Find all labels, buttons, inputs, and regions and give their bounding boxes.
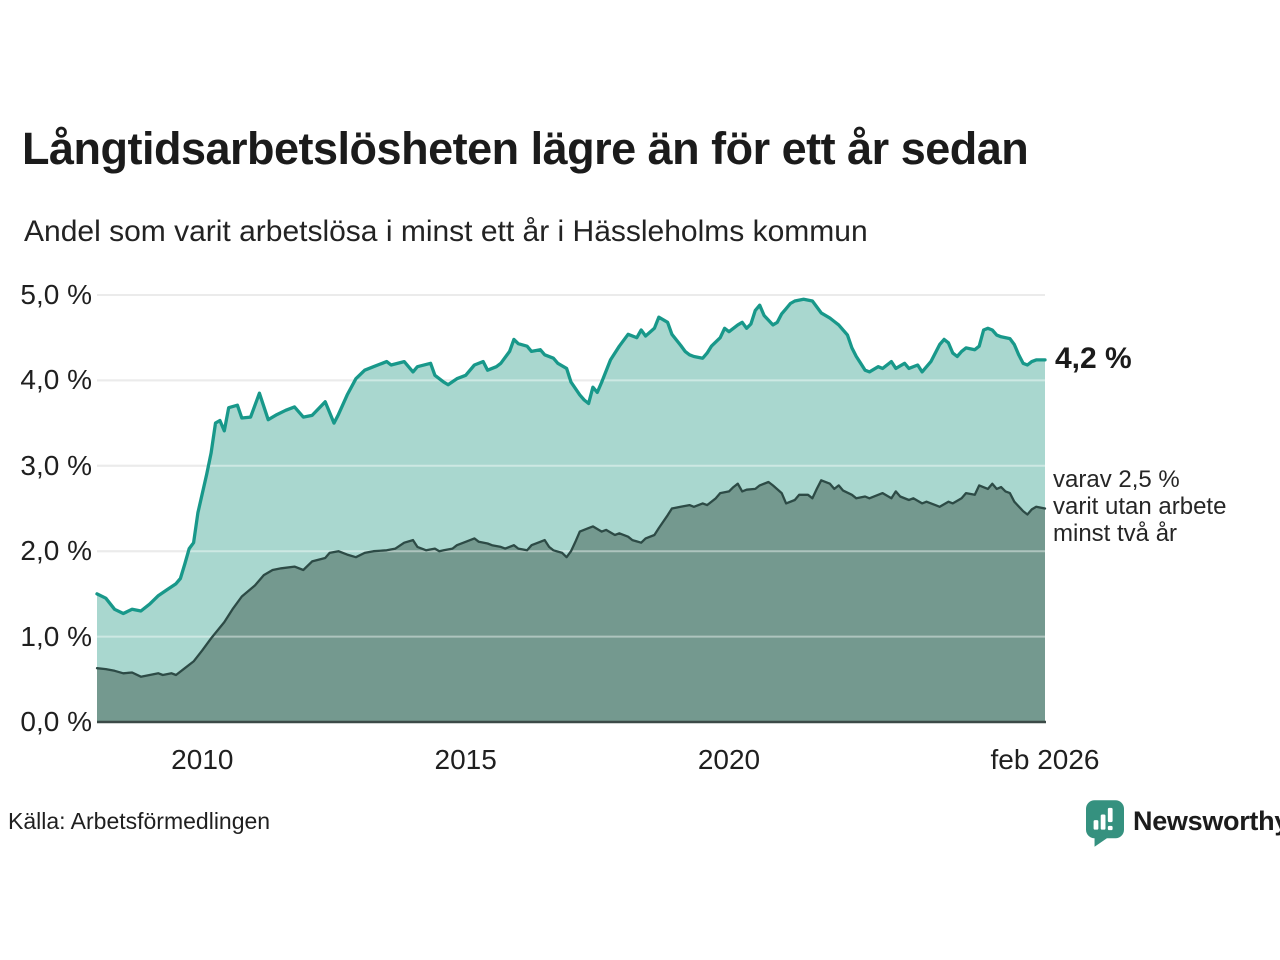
- y-axis-tick-label: 3,0 %: [20, 449, 92, 481]
- bar-chart-bubble-icon: [1086, 800, 1124, 847]
- latest-value-label: 4,2 %: [1055, 342, 1132, 375]
- y-axis-tick-label: 4,0 %: [20, 364, 92, 396]
- page-title: Långtidsarbetslösheten lägre än för ett …: [22, 123, 1029, 174]
- y-axis-tick-label: 5,0 %: [20, 279, 92, 310]
- newsworthy-logo: Newsworthy: [1086, 800, 1280, 847]
- y-axis-tick-label: 0,0 %: [20, 706, 92, 737]
- two-year-note-label: varav 2,5 % varit utan arbete minst två …: [1053, 466, 1227, 547]
- y-axis-tick-label: 2,0 %: [20, 535, 92, 567]
- x-axis-tick-label: 2020: [697, 744, 761, 775]
- x-axis-tick-label: 2010: [171, 744, 234, 775]
- x-axis-tick-label: 2015: [434, 744, 497, 775]
- brand-name: Newsworthy: [1133, 806, 1280, 836]
- x-axis-tick-label: feb 2026: [990, 744, 1100, 775]
- source-credit: Källa: Arbetsförmedlingen: [8, 808, 271, 834]
- page-subtitle: Andel som varit arbetslösa i minst ett å…: [24, 215, 868, 248]
- y-axis-tick-label: 1,0 %: [20, 620, 92, 652]
